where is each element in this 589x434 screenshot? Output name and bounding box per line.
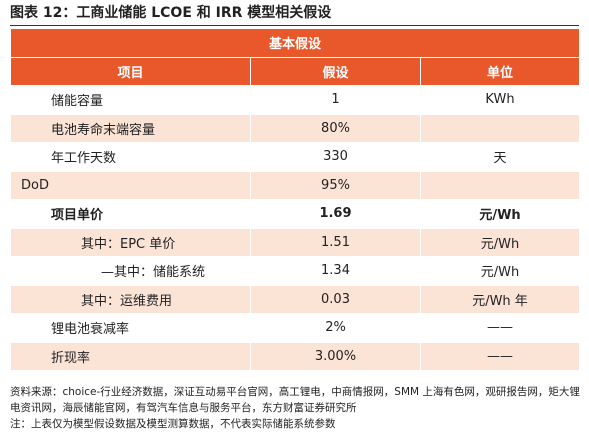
table-row: DoD 95% — [10, 170, 580, 200]
figure-title: 图表 12：工商业储能 LCOE 和 IRR 模型相关假设 — [10, 2, 579, 26]
table-row: 其中：运维费用 0.03 元/Wh 年 — [10, 284, 580, 314]
table-cell: 1.34 — [250, 256, 421, 286]
table-cell: 80% — [250, 113, 421, 143]
table-cell: 元/Wh 年 — [420, 284, 580, 314]
table-cell: 3.00% — [250, 341, 421, 371]
table-cell: 锂电池衰减率 — [10, 313, 251, 343]
table-cell — [420, 170, 580, 200]
table-cell: 元/Wh — [420, 199, 580, 229]
header-cell: 假设 — [250, 56, 421, 86]
table-cell: 元/Wh — [420, 227, 580, 257]
table-cell: 1.69 — [250, 199, 421, 229]
table-cell: DoD — [10, 170, 251, 200]
table-cell: 电池寿命末端容量 — [10, 113, 251, 143]
table-cell: 天 — [420, 142, 580, 172]
table-cell: KWh — [420, 85, 580, 115]
table-cell: 330 — [250, 142, 421, 172]
table-cell: 2% — [250, 313, 421, 343]
table-body: 储能容量 1 KWh 电池寿命末端容量 80% 年工作天数 330 天 DoD 95% 项目单价 1.… — [10, 85, 580, 371]
table-cell: 95% — [250, 170, 421, 200]
table-cell: 其中：EPC 单价 — [10, 227, 251, 257]
table-cell: 1 — [250, 85, 421, 115]
source-note: 资料来源：choice-行业经济数据，深证互动易平台官网，高工锂电，中商情报网，… — [10, 386, 580, 414]
assumption-table: 基本假设 项目 假设 单位 储能容量 1 KWh 电池寿命末端容量 80% 年工作天数 33… — [10, 28, 580, 371]
table-cell: 折现率 — [10, 341, 251, 371]
table-cell: —其中：储能系统 — [10, 256, 251, 286]
table-cell: 0.03 — [250, 284, 421, 314]
table-cell: 1.51 — [250, 227, 421, 257]
table-row: 折现率 3.00% —— — [10, 341, 580, 371]
table-cell: 项目单价 — [10, 199, 251, 229]
table-row: 年工作天数 330 天 — [10, 142, 580, 172]
header-cell: 单位 — [420, 56, 580, 86]
header-cell: 项目 — [10, 56, 251, 86]
footnote: 注：上表仅为模型假设数据及模型测算数据，不代表实际储能系统参数 — [10, 418, 336, 430]
table-cell: —— — [420, 341, 580, 371]
table-row: 储能容量 1 KWh — [10, 85, 580, 115]
table-row: 电池寿命末端容量 80% — [10, 113, 580, 143]
table-cell: 元/Wh — [420, 256, 580, 286]
table-cell — [420, 113, 580, 143]
table-row: 锂电池衰减率 2% —— — [10, 313, 580, 343]
notes: 资料来源：choice-行业经济数据，深证互动易平台官网，高工锂电，中商情报网，… — [10, 384, 582, 432]
table-row: —其中：储能系统 1.34 元/Wh — [10, 256, 580, 286]
table-cell: 其中：运维费用 — [10, 284, 251, 314]
table-cell: 储能容量 — [10, 85, 251, 115]
table-cell: 年工作天数 — [10, 142, 251, 172]
table-caption: 基本假设 — [10, 28, 580, 58]
table-cell: —— — [420, 313, 580, 343]
table-row: 其中：EPC 单价 1.51 元/Wh — [10, 227, 580, 257]
table-row: 项目单价 1.69 元/Wh — [10, 199, 580, 229]
